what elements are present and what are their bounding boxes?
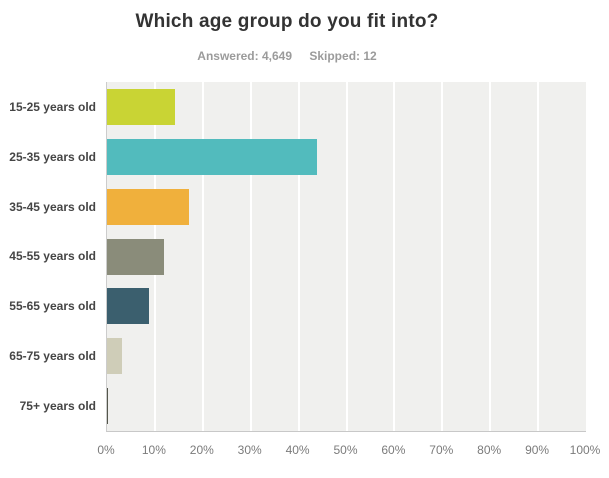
x-tick-label: 30% — [237, 443, 262, 457]
category-label: 15-25 years old — [9, 99, 96, 114]
x-tick-label: 20% — [189, 443, 214, 457]
gridline — [537, 82, 540, 431]
x-tick-label: 100% — [569, 443, 601, 457]
bar-65-75-years-old — [107, 338, 123, 375]
answered-count: Answered: 4,649 — [197, 49, 292, 63]
x-tick-label: 50% — [333, 443, 358, 457]
bar-35-45-years-old — [107, 188, 190, 225]
x-tick-label: 10% — [141, 443, 166, 457]
bar-45-55-years-old — [107, 238, 165, 275]
gridline — [393, 82, 396, 431]
skipped-count: Skipped: 12 — [309, 49, 377, 63]
gridline — [441, 82, 444, 431]
category-label: 75+ years old — [19, 399, 96, 414]
gridline — [489, 82, 492, 431]
plot-area — [106, 82, 586, 432]
bar-75+-years-old — [107, 388, 109, 425]
x-tick-label: 40% — [285, 443, 310, 457]
gridline — [249, 82, 252, 431]
category-label: 55-65 years old — [9, 299, 96, 314]
gridline — [201, 82, 204, 431]
x-tick-label: 80% — [477, 443, 502, 457]
category-label: 45-55 years old — [9, 249, 96, 264]
x-tick-label: 70% — [429, 443, 454, 457]
x-tick-label: 90% — [525, 443, 550, 457]
bar-15-25-years-old — [107, 88, 176, 125]
x-tick-label: 60% — [381, 443, 406, 457]
x-tick-label: 0% — [97, 443, 115, 457]
category-label: 25-35 years old — [9, 149, 96, 164]
chart-title: Which age group do you fit into? — [135, 11, 439, 32]
bar-25-35-years-old — [107, 138, 317, 175]
gridline — [345, 82, 348, 431]
category-label: 65-75 years old — [9, 349, 96, 364]
category-label: 35-45 years old — [9, 199, 96, 214]
chart-subtitle: Answered: 4,649 Skipped: 12 — [0, 49, 574, 63]
bar-55-65-years-old — [107, 288, 149, 325]
gridline — [297, 82, 300, 431]
